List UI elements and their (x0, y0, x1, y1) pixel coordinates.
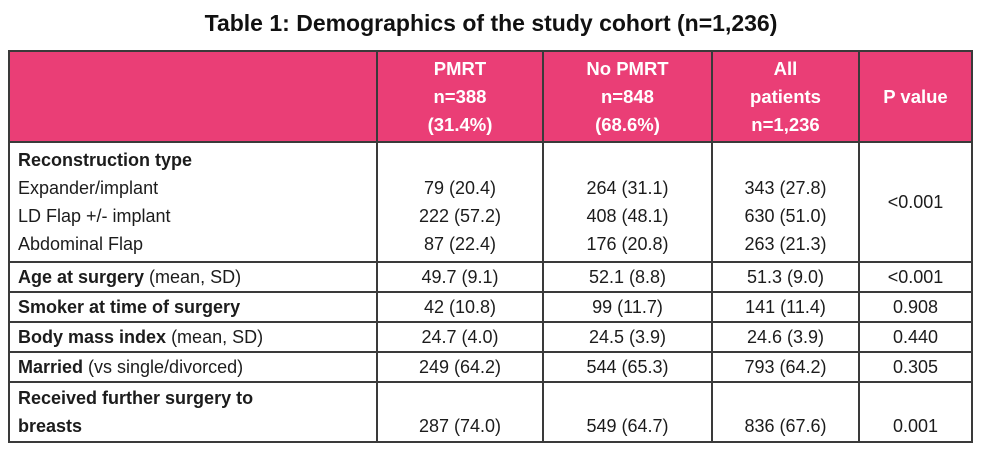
age-no-pmrt: 52.1 (8.8) (542, 261, 713, 293)
header-row: PMRT n=388 (31.4%) No PMRT n=848 (68.6%)… (8, 50, 973, 143)
header-cell-all-patients: All patients n=1,236 (711, 50, 860, 143)
bmi-p-value: 0.440 (858, 321, 973, 353)
value-expander-all: 343 (27.8) (744, 178, 827, 198)
age-all: 51.3 (9.0) (711, 261, 860, 293)
reconstruction-pmrt-cell: 79 (20.4) 222 (57.2) 87 (22.4) (376, 141, 544, 263)
bmi-no-pmrt: 24.5 (3.9) (542, 321, 713, 353)
smoker-row: Smoker at time of surgery 42 (10.8) 99 (… (8, 291, 973, 323)
reconstruction-type-row: Reconstruction type Expander/implant LD … (8, 141, 973, 263)
reconstruction-no-pmrt-cell: 264 (31.1) 408 (48.1) 176 (20.8) (542, 141, 713, 263)
reconstruction-group-label: Reconstruction type (18, 150, 193, 170)
value-expander-pmrt: 79 (20.4) (423, 178, 497, 198)
smoker-all: 141 (11.4) (711, 291, 860, 323)
age-label-cell: Age at surgery (mean, SD) (8, 261, 378, 293)
bmi-label-cell: Body mass index (mean, SD) (8, 321, 378, 353)
age-pmrt: 49.7 (9.1) (376, 261, 544, 293)
further-surgery-row: Received further surgery to breasts 287 … (8, 381, 973, 443)
value-abdominal-no-pmrt: 176 (20.8) (586, 234, 669, 254)
age-label-bold: Age at surgery (18, 267, 145, 287)
value-ld-flap-pmrt: 222 (57.2) (418, 206, 502, 226)
married-label-normal: (vs single/divorced) (83, 357, 244, 377)
married-pmrt: 249 (64.2) (376, 351, 544, 383)
married-label-bold: Married (18, 357, 84, 377)
age-at-surgery-row: Age at surgery (mean, SD) 49.7 (9.1) 52.… (8, 261, 973, 293)
further-surgery-no-pmrt: 549 (64.7) (542, 381, 713, 443)
row-label-abdominal-flap: Abdominal Flap (18, 234, 144, 254)
married-no-pmrt: 544 (65.3) (542, 351, 713, 383)
smoker-pmrt: 42 (10.8) (376, 291, 544, 323)
bmi-pmrt: 24.7 (4.0) (376, 321, 544, 353)
bmi-label-normal: (mean, SD) (166, 327, 264, 347)
value-ld-flap-no-pmrt: 408 (48.1) (586, 206, 669, 226)
smoker-no-pmrt: 99 (11.7) (542, 291, 713, 323)
header-cell-empty (8, 50, 378, 143)
row-label-ld-flap: LD Flap +/- implant (18, 206, 171, 226)
married-all: 793 (64.2) (711, 351, 860, 383)
smoker-label-cell: Smoker at time of surgery (8, 291, 378, 323)
further-surgery-pmrt: 287 (74.0) (376, 381, 544, 443)
header-cell-no-pmrt: No PMRT n=848 (68.6%) (542, 50, 713, 143)
demographics-table: PMRT n=388 (31.4%) No PMRT n=848 (68.6%)… (8, 50, 973, 443)
value-abdominal-all: 263 (21.3) (744, 234, 827, 254)
value-expander-no-pmrt: 264 (31.1) (586, 178, 669, 198)
bmi-all: 24.6 (3.9) (711, 321, 860, 353)
value-ld-flap-all: 630 (51.0) (744, 206, 827, 226)
age-label-normal: (mean, SD) (144, 267, 242, 287)
further-surgery-all: 836 (67.6) (711, 381, 860, 443)
row-label-expander-implant: Expander/implant (18, 178, 159, 198)
header-cell-pmrt: PMRT n=388 (31.4%) (376, 50, 544, 143)
married-p-value: 0.305 (858, 351, 973, 383)
married-row: Married (vs single/divorced) 249 (64.2) … (8, 351, 973, 383)
further-surgery-label: Received further surgery to breasts (8, 381, 378, 443)
smoker-label-bold: Smoker at time of surgery (18, 297, 241, 317)
reconstruction-all-patients-cell: 343 (27.8) 630 (51.0) 263 (21.3) (711, 141, 860, 263)
value-abdominal-pmrt: 87 (22.4) (423, 234, 497, 254)
table-title: Table 1: Demographics of the study cohor… (204, 10, 778, 36)
further-surgery-p-value: 0.001 (858, 381, 973, 443)
reconstruction-label-cell: Reconstruction type Expander/implant LD … (8, 141, 378, 263)
bmi-label-bold: Body mass index (18, 327, 167, 347)
reconstruction-p-value: <0.001 (858, 141, 973, 263)
smoker-p-value: 0.908 (858, 291, 973, 323)
bmi-row: Body mass index (mean, SD) 24.7 (4.0) 24… (8, 321, 973, 353)
age-p-value: <0.001 (858, 261, 973, 293)
header-cell-p-value: P value (858, 50, 973, 143)
married-label-cell: Married (vs single/divorced) (8, 351, 378, 383)
